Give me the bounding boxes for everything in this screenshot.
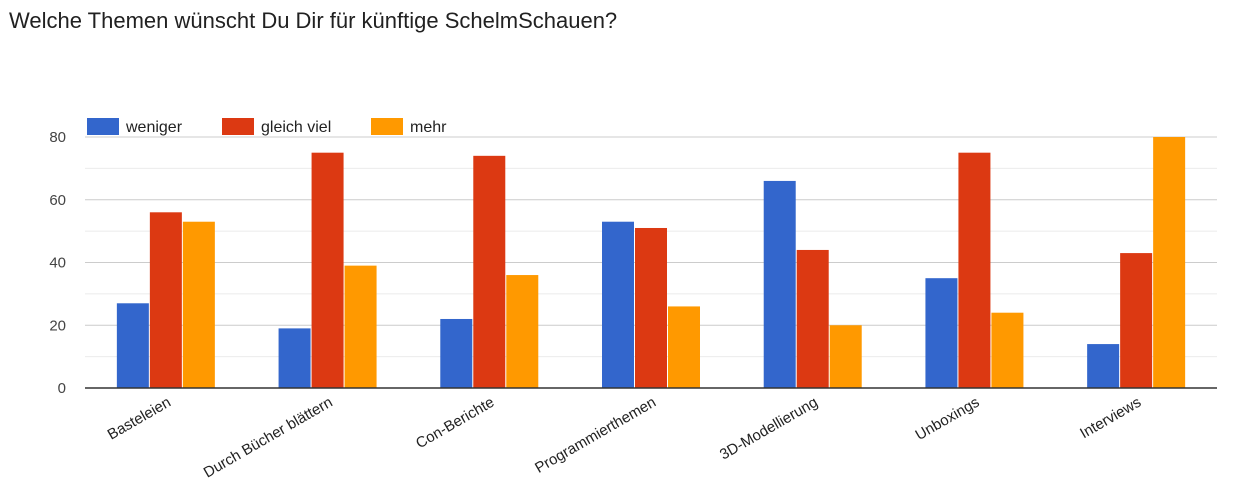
chart-title: Welche Themen wünscht Du Dir für künftig…: [9, 8, 618, 33]
bar-mehr: [1153, 137, 1186, 388]
legend-label: gleich viel: [261, 119, 331, 136]
y-tick-label: 80: [49, 129, 66, 146]
x-axis-labels: Basteleien Durch Bücher blättern Con-Beric…: [105, 394, 1144, 482]
legend-label: mehr: [410, 119, 447, 136]
bar-gleich-viel: [635, 227, 667, 388]
bar-gleich-viel: [149, 212, 182, 388]
bar-mehr: [829, 325, 862, 388]
bar-gleich-viel: [1120, 253, 1153, 388]
bar-weniger: [440, 318, 473, 388]
y-tick-label: 20: [49, 317, 66, 334]
bar-weniger: [1087, 344, 1120, 388]
bar-mehr: [182, 221, 215, 388]
legend-swatch: [371, 118, 403, 135]
x-category-label: 3D-Modellierung: [717, 394, 821, 464]
legend: weniger gleich viel mehr: [87, 118, 447, 136]
bar-mehr: [668, 306, 700, 388]
bar-gleich-viel: [796, 249, 829, 388]
x-category-label: Unboxings: [913, 394, 983, 444]
x-category-label: Durch Bücher blättern: [201, 394, 336, 482]
bar-mehr: [506, 275, 539, 388]
x-category-label: Programmierthemen: [532, 394, 659, 477]
x-category-label: Interviews: [1077, 394, 1144, 442]
bar-mehr: [991, 312, 1024, 388]
y-tick-label: 0: [58, 380, 66, 397]
x-category-label: Con-Berichte: [413, 394, 497, 452]
bar-weniger: [925, 278, 958, 388]
y-axis-ticks: 0 20 40 60 80: [49, 129, 66, 397]
bar-weniger: [278, 328, 311, 388]
y-tick-label: 40: [49, 255, 66, 272]
bar-weniger: [602, 221, 634, 388]
bar-weniger: [116, 303, 149, 388]
bar-mehr: [344, 265, 377, 388]
bar-gleich-viel: [473, 155, 506, 388]
bars: [116, 137, 1186, 388]
legend-swatch: [222, 118, 254, 135]
x-category-label: Basteleien: [105, 394, 174, 444]
bar-gleich-viel: [311, 152, 344, 388]
legend-label: weniger: [125, 119, 183, 136]
y-tick-label: 60: [49, 192, 66, 209]
bar-gleich-viel: [958, 152, 991, 388]
legend-swatch: [87, 118, 119, 135]
bar-weniger: [763, 180, 796, 388]
